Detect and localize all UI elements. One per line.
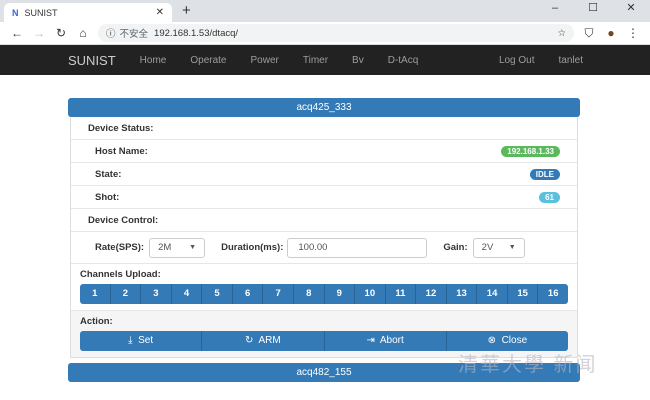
user-link[interactable]: tanlet xyxy=(558,54,583,66)
avatar[interactable]: ● xyxy=(607,26,615,40)
nav-timer[interactable]: Timer xyxy=(302,54,329,66)
set-label: Set xyxy=(138,335,154,346)
gain-label: Gain: xyxy=(443,242,468,253)
set-button[interactable]: ⤓ Set xyxy=(80,331,203,351)
abort-label: Abort xyxy=(379,335,404,346)
new-tab-icon[interactable]: + xyxy=(182,2,191,19)
channel-button-14[interactable]: 14 xyxy=(477,284,508,304)
host-badge: 192.168.1.33 xyxy=(501,145,560,157)
tab-bar: N SUNIST ✕ + – ☐ ✕ xyxy=(0,0,650,22)
home-icon[interactable]: ⌂ xyxy=(79,26,87,40)
sign-out-icon: ⇥ xyxy=(366,335,375,346)
close-label: Close xyxy=(501,335,528,346)
control-row: Rate(SPS): 2M ▼ Duration(ms): 100.00 Gain… xyxy=(71,232,577,264)
arm-label: ARM xyxy=(258,335,281,346)
navbar: SUNIST Home Operate Power Timer Bv D-tAc… xyxy=(0,45,650,75)
device-control-label: Device Control: xyxy=(88,214,159,226)
nav-dtacq[interactable]: D-tAcq xyxy=(387,54,419,66)
download-icon: ⤓ xyxy=(128,335,133,346)
channel-button-5[interactable]: 5 xyxy=(202,284,233,304)
rate-value: 2M xyxy=(158,242,172,253)
shot-row: Shot: 61 xyxy=(71,186,577,209)
star-icon[interactable]: ☆ xyxy=(557,27,566,39)
url-input[interactable]: ⓘ 不安全 192.168.1.53/dtacq/ ☆ xyxy=(98,24,574,42)
abort-button[interactable]: ⇥ Abort xyxy=(325,331,447,351)
caret-down-icon: ▼ xyxy=(508,244,516,251)
shot-label: Shot: xyxy=(95,191,120,203)
channel-button-2[interactable]: 2 xyxy=(111,284,142,304)
address-bar-row: ← → ↻ ⌂ ⓘ 不安全 192.168.1.53/dtacq/ ☆ ⛉ ● … xyxy=(0,22,650,45)
channels-section: Channels Upload: 1 2 3 4 5 6 7 8 9 10 11 12 13 14 15 16 xyxy=(71,264,577,310)
channel-button-10[interactable]: 10 xyxy=(355,284,386,304)
menu-icon[interactable]: ⋮ xyxy=(627,26,639,40)
extension-icon[interactable]: ⛉ xyxy=(584,25,594,40)
maximize-icon[interactable]: ☐ xyxy=(588,2,598,14)
device-control-heading: Device Control: xyxy=(71,209,577,232)
shot-badge: 61 xyxy=(539,191,560,203)
rate-select[interactable]: 2M ▼ xyxy=(149,237,206,258)
channels-label: Channels Upload: xyxy=(80,269,161,280)
nav-home[interactable]: Home xyxy=(139,54,167,66)
channel-button-6[interactable]: 6 xyxy=(233,284,264,304)
channel-button-group: 1 2 3 4 5 6 7 8 9 10 11 12 13 14 15 16 xyxy=(80,284,568,304)
nav-operate[interactable]: Operate xyxy=(190,54,227,66)
refresh-icon: ↻ xyxy=(245,335,254,346)
state-badge: IDLE xyxy=(529,168,560,180)
gain-select[interactable]: 2V ▼ xyxy=(472,237,525,258)
channel-button-16[interactable]: 16 xyxy=(547,288,559,299)
nav-bv[interactable]: Bv xyxy=(352,54,364,66)
close-tab-icon[interactable]: ✕ xyxy=(155,7,164,18)
device-panel: acq425_333 Device Status: Host Name: 192.… xyxy=(68,98,580,358)
site-icon: N xyxy=(12,7,19,18)
close-button[interactable]: ⊗ Close xyxy=(447,331,568,351)
brand[interactable]: SUNIST xyxy=(68,52,116,68)
duration-label: Duration(ms): xyxy=(221,242,284,253)
host-label: Host Name: xyxy=(95,145,148,157)
panel2-title[interactable]: acq482_155 xyxy=(68,363,580,382)
close-circle-icon: ⊗ xyxy=(487,335,496,346)
channel-button-4[interactable]: 4 xyxy=(172,284,203,304)
channel-button-9[interactable]: 9 xyxy=(325,284,356,304)
panel-title[interactable]: acq425_333 xyxy=(68,98,580,117)
caret-down-icon: ▼ xyxy=(189,244,197,251)
minimize-icon[interactable]: – xyxy=(551,2,559,14)
channel-button-1[interactable]: 1 xyxy=(80,284,111,304)
back-icon[interactable]: ← xyxy=(11,26,23,40)
action-section: Action: ⤓ Set ↻ ARM ⇥ Abort ⊗ Close xyxy=(71,310,577,357)
channel-button-12[interactable]: 12 xyxy=(416,284,447,304)
action-label: Action: xyxy=(80,316,113,327)
device-status-label: Device Status: xyxy=(88,122,154,134)
forward-icon[interactable]: → xyxy=(33,26,45,40)
insecure-label: 不安全 xyxy=(119,29,149,40)
channel-button-15[interactable]: 15 xyxy=(508,284,539,304)
logout-link[interactable]: Log Out xyxy=(498,54,535,66)
duration-input[interactable]: 100.00 xyxy=(287,237,428,258)
arm-button[interactable]: ↻ ARM xyxy=(202,331,325,351)
channel-button-3[interactable]: 3 xyxy=(141,284,172,304)
action-button-group: ⤓ Set ↻ ARM ⇥ Abort ⊗ Close xyxy=(80,331,568,351)
gain-value: 2V xyxy=(481,242,494,253)
host-row: Host Name: 192.168.1.33 xyxy=(71,140,577,163)
device-panel-2: acq482_155 xyxy=(68,363,580,382)
state-row: State: IDLE xyxy=(71,163,577,186)
url-text: 192.168.1.53/dtacq/ xyxy=(154,27,239,39)
channel-button-7[interactable]: 7 xyxy=(263,284,294,304)
nav-power[interactable]: Power xyxy=(250,54,279,66)
rate-label: Rate(SPS): xyxy=(95,242,145,253)
state-label: State: xyxy=(95,168,122,180)
info-icon[interactable]: ⓘ xyxy=(106,29,116,40)
close-window-icon[interactable]: ✕ xyxy=(626,2,636,14)
tab-title: SUNIST xyxy=(24,7,58,18)
device-status-heading: Device Status: xyxy=(71,117,577,140)
watermark: 清華大學 新闻 xyxy=(458,354,598,376)
channel-button-11[interactable]: 11 xyxy=(386,284,417,304)
channel-button-13[interactable]: 13 xyxy=(447,284,478,304)
reload-icon[interactable]: ↻ xyxy=(55,26,67,40)
channel-button-8[interactable]: 8 xyxy=(294,284,325,304)
browser-tab[interactable]: N SUNIST ✕ xyxy=(4,3,172,22)
